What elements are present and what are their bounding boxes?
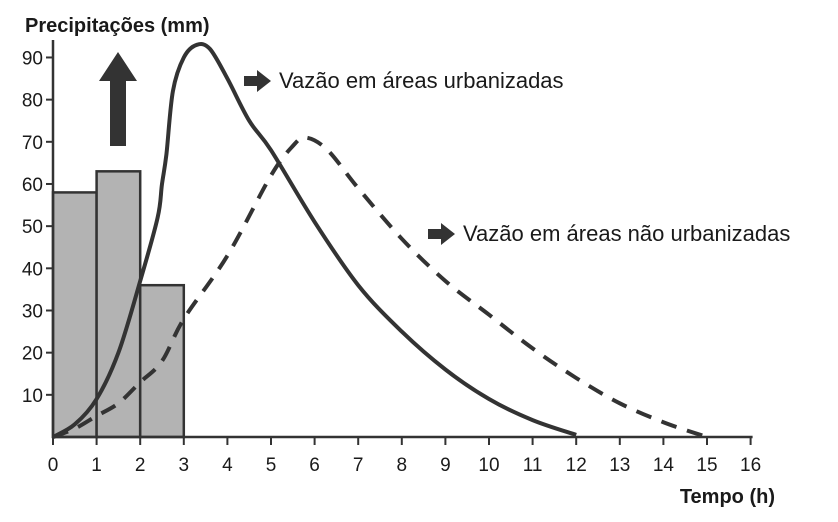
x-tick-label: 8 <box>397 455 408 476</box>
y-tick-label: 50 <box>22 217 43 238</box>
y-tick-label: 30 <box>22 301 43 322</box>
bars-group <box>51 170 186 439</box>
x-tick-label: 6 <box>309 455 320 476</box>
x-tick-label: 16 <box>740 455 761 476</box>
up-arrow-icon <box>99 52 137 146</box>
x-tick-label: 13 <box>609 455 630 476</box>
rural-annotation: Vazão em áreas não urbanizadas <box>428 221 790 246</box>
x-tick-label: 4 <box>222 455 233 476</box>
right-arrow-icon <box>244 70 271 92</box>
bar-2 <box>138 283 186 439</box>
rural-flow-line <box>52 135 708 439</box>
y-tick-label: 10 <box>22 386 43 407</box>
x-tick-label: 15 <box>696 455 717 476</box>
x-tick-label: 11 <box>523 455 543 476</box>
urban-flow-line <box>51 42 577 439</box>
urban-flow-label: Vazão em áreas urbanizadas <box>279 68 564 93</box>
y-tick-label: 70 <box>22 133 43 154</box>
right-arrow-icon <box>428 223 455 245</box>
urban-annotation: Vazão em áreas urbanizadas <box>244 68 564 93</box>
x-tick-label: 2 <box>135 455 146 476</box>
x-tick-label: 1 <box>91 455 102 476</box>
bar-0 <box>51 191 98 439</box>
x-tick-label: 3 <box>179 455 190 476</box>
lines-group <box>51 42 708 439</box>
y-tick-label: 90 <box>22 48 43 69</box>
y-tick-label: 20 <box>22 344 43 365</box>
x-tick-label: 7 <box>353 455 364 476</box>
x-tick-label: 5 <box>266 455 277 476</box>
x-tick-label: 0 <box>48 455 59 476</box>
x-tick-label: 9 <box>440 455 451 476</box>
x-tick-label: 14 <box>653 455 675 476</box>
x-axis-title: Tempo (h) <box>680 486 775 508</box>
y-tick-label: 40 <box>22 259 43 280</box>
y-tick-label: 60 <box>22 175 43 196</box>
x-tick-label: 12 <box>566 455 587 476</box>
rural-flow-label: Vazão em áreas não urbanizadas <box>463 221 790 246</box>
y-tick-label: 80 <box>22 91 43 112</box>
y-axis-title: Precipitações (mm) <box>25 15 210 37</box>
x-tick-label: 10 <box>478 455 499 476</box>
